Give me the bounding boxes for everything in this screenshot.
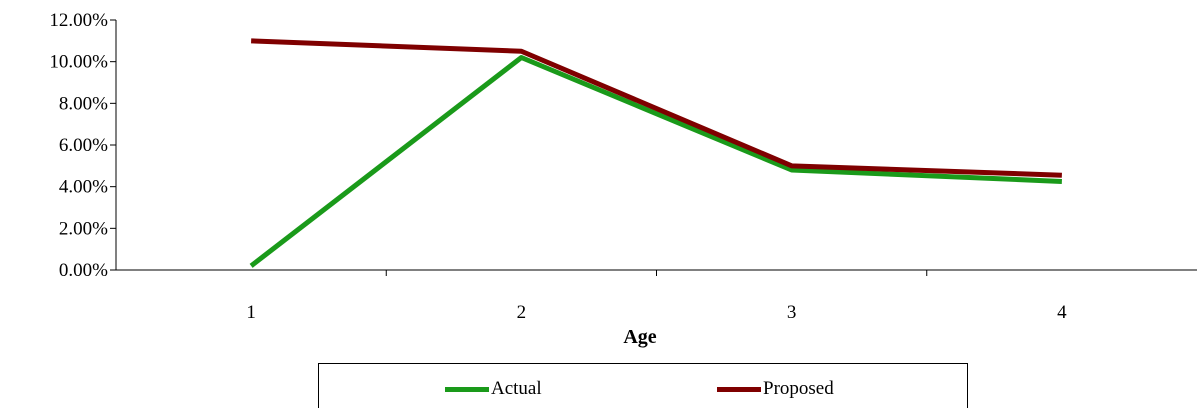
y-tick-label: 4.00% [59,177,108,198]
legend-item-proposed: Proposed [717,378,834,400]
legend: Actual Proposed [318,363,968,408]
legend-label-actual: Actual [491,378,542,399]
series-line-proposed [251,38,1062,178]
x-tick-label: 4 [1057,302,1067,323]
y-tick-label: 2.00% [59,218,108,239]
y-tick-label: 6.00% [59,135,108,156]
y-tick-label: 10.00% [49,52,108,73]
x-tick-label: 2 [517,302,527,323]
series-layer [249,38,1062,268]
y-tick-label: 0.00% [59,260,108,281]
y-tick-label: 12.00% [49,10,108,31]
legend-item-actual: Actual [445,378,542,400]
legend-label-proposed: Proposed [763,378,834,399]
line-chart: 0.00% 2.00% 4.00% 6.00% 8.00% 10.00% 12.00% 1 2… [49,10,1197,348]
x-tick-label: 1 [246,302,256,323]
series-line-actual [249,55,1062,268]
y-axis: 0.00% 2.00% 4.00% 6.00% 8.00% 10.00% 12.00% [49,10,117,281]
x-tick-label: 3 [787,302,797,323]
x-axis-title: Age [623,326,656,348]
x-axis: 1 2 3 4 [116,269,1197,323]
legend-swatch-proposed [717,386,761,392]
legend-swatch-actual [445,386,489,392]
y-tick-label: 8.00% [59,93,108,114]
